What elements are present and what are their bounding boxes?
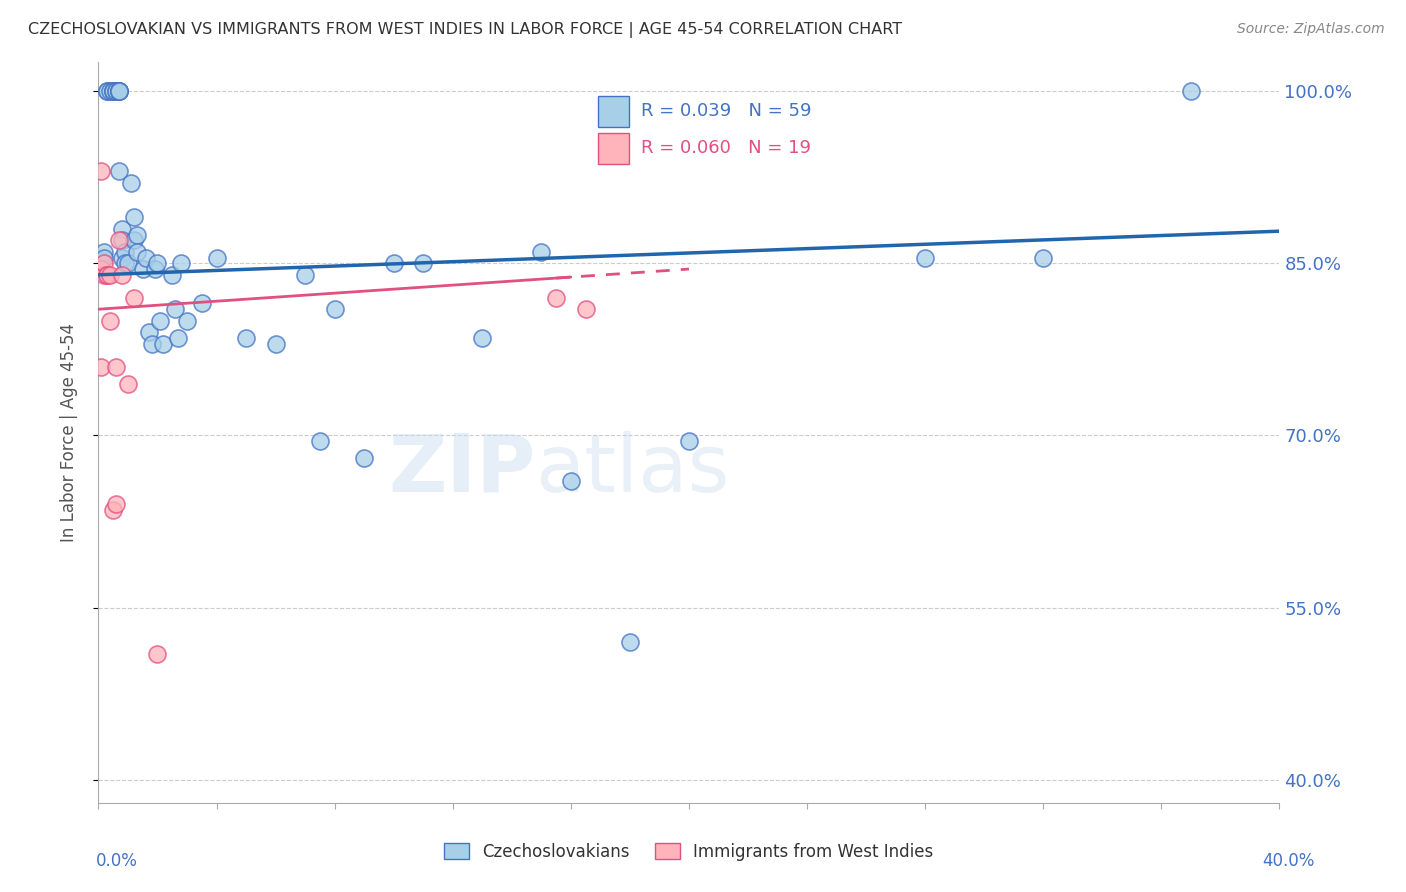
Point xyxy=(471,331,494,345)
Point xyxy=(111,251,134,265)
Point xyxy=(105,359,128,374)
Point xyxy=(120,176,142,190)
Text: R = 0.039   N = 59: R = 0.039 N = 59 xyxy=(641,102,811,120)
Point xyxy=(96,268,118,282)
Legend: Czechoslovakians, Immigrants from West Indies: Czechoslovakians, Immigrants from West I… xyxy=(444,843,934,861)
Text: atlas: atlas xyxy=(536,431,730,508)
Point xyxy=(132,262,155,277)
Text: CZECHOSLOVAKIAN VS IMMIGRANTS FROM WEST INDIES IN LABOR FORCE | AGE 45-54 CORREL: CZECHOSLOVAKIAN VS IMMIGRANTS FROM WEST … xyxy=(28,22,903,38)
Point xyxy=(141,336,163,351)
Point xyxy=(103,503,125,517)
Point xyxy=(135,251,157,265)
Text: 40.0%: 40.0% xyxy=(1263,852,1315,870)
FancyBboxPatch shape xyxy=(598,133,628,164)
Point xyxy=(560,475,582,489)
Point xyxy=(619,635,641,649)
Point xyxy=(122,291,145,305)
Point xyxy=(117,376,139,391)
Point xyxy=(323,302,346,317)
Point xyxy=(98,268,121,282)
Point xyxy=(111,233,134,247)
Point xyxy=(93,244,115,259)
Point xyxy=(678,434,700,449)
Point xyxy=(1032,251,1054,265)
Point xyxy=(90,254,112,268)
Point xyxy=(90,359,112,374)
Point xyxy=(143,262,166,277)
Point xyxy=(105,84,128,98)
Point xyxy=(98,314,121,328)
Point xyxy=(353,451,375,466)
Point xyxy=(191,296,214,310)
Point xyxy=(264,336,287,351)
Point xyxy=(103,84,125,98)
Point xyxy=(382,256,405,270)
Point xyxy=(412,256,434,270)
Point xyxy=(122,233,145,247)
Point xyxy=(114,244,136,259)
Point xyxy=(152,336,174,351)
Point xyxy=(546,291,568,305)
Point xyxy=(205,251,228,265)
Point xyxy=(93,251,115,265)
Text: R = 0.060   N = 19: R = 0.060 N = 19 xyxy=(641,138,810,157)
Point xyxy=(90,164,112,178)
Point xyxy=(176,314,198,328)
Point xyxy=(146,647,169,661)
Point xyxy=(108,164,131,178)
Point xyxy=(165,302,187,317)
Point xyxy=(90,262,112,277)
Point xyxy=(146,256,169,270)
Point xyxy=(167,331,190,345)
Point xyxy=(294,268,316,282)
Point xyxy=(108,84,131,98)
Point xyxy=(96,268,118,282)
Point xyxy=(111,222,134,236)
Point xyxy=(170,256,193,270)
Point xyxy=(125,244,148,259)
Point xyxy=(93,256,115,270)
Point xyxy=(108,84,131,98)
Point xyxy=(93,268,115,282)
Y-axis label: In Labor Force | Age 45-54: In Labor Force | Age 45-54 xyxy=(59,323,77,542)
Point xyxy=(108,84,131,98)
Point xyxy=(162,268,183,282)
Point xyxy=(96,84,118,98)
Point xyxy=(98,84,121,98)
Point xyxy=(125,227,148,242)
Point xyxy=(309,434,332,449)
Point xyxy=(138,325,160,339)
Point xyxy=(105,497,128,511)
Text: Source: ZipAtlas.com: Source: ZipAtlas.com xyxy=(1237,22,1385,37)
Point xyxy=(108,84,131,98)
Point xyxy=(149,314,172,328)
Point xyxy=(105,84,128,98)
Point xyxy=(117,256,139,270)
Point xyxy=(108,233,131,247)
FancyBboxPatch shape xyxy=(598,95,628,127)
Point xyxy=(530,244,553,259)
Text: 0.0%: 0.0% xyxy=(96,852,138,870)
Point xyxy=(122,211,145,225)
Point xyxy=(1180,84,1202,98)
Point xyxy=(235,331,257,345)
Point xyxy=(575,302,598,317)
Point xyxy=(103,84,125,98)
Point xyxy=(914,251,936,265)
Point xyxy=(96,84,118,98)
Point xyxy=(111,268,134,282)
Point xyxy=(90,256,112,270)
Point xyxy=(103,84,125,98)
Text: ZIP: ZIP xyxy=(388,431,536,508)
Point xyxy=(114,256,136,270)
